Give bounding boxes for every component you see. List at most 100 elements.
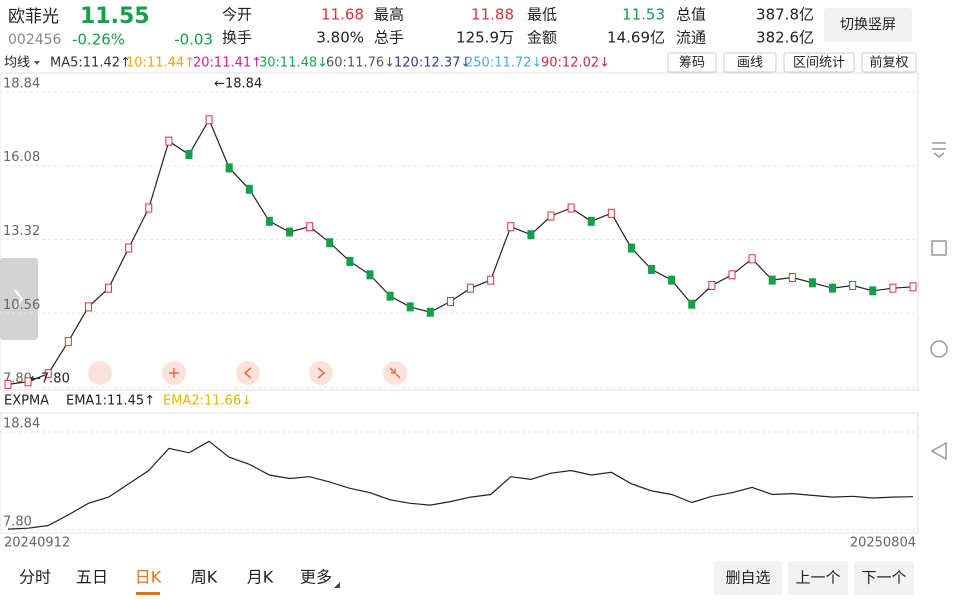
min-annotation: ←7.80	[30, 372, 70, 387]
period-tab[interactable]: 周K	[191, 568, 218, 587]
candle	[306, 222, 314, 232]
tool-button[interactable]	[667, 52, 717, 73]
action-button[interactable]	[788, 561, 848, 595]
period-tab[interactable]: 分时	[19, 568, 51, 587]
drawer-handle[interactable]	[0, 258, 38, 340]
nav-button[interactable]	[88, 361, 112, 385]
tool-button[interactable]	[783, 52, 855, 73]
quote-label: 金额	[527, 29, 557, 47]
rotate-button[interactable]	[824, 8, 912, 42]
candle	[788, 272, 796, 282]
candle	[24, 377, 32, 387]
period-tab[interactable]: 更多	[300, 568, 332, 587]
candle	[467, 283, 475, 293]
ma-item: 10:11.44↑	[126, 56, 195, 71]
square-icon[interactable]	[931, 240, 947, 256]
tool-button-label: 前复权	[869, 55, 908, 71]
y-tick-label: 18.84	[3, 76, 40, 91]
quote-label: 流通	[676, 29, 706, 47]
ma-item: MA5:11.42↑	[50, 56, 131, 71]
menu-icon[interactable]	[932, 142, 946, 158]
candle	[748, 254, 756, 264]
candle	[507, 222, 515, 232]
quote-label: 最低	[527, 6, 557, 24]
quote-label: 最高	[374, 6, 404, 24]
candle	[648, 264, 656, 274]
candle	[346, 256, 354, 266]
quote-label: 今开	[222, 6, 252, 24]
action-button[interactable]	[854, 561, 914, 595]
change-pct: -0.26%	[72, 31, 125, 49]
quote-value: 3.80%	[316, 29, 364, 47]
action-button-label: 下一个	[861, 569, 906, 587]
candle	[627, 243, 635, 253]
expma-item: EMA2:11.66↓	[163, 394, 252, 409]
candle	[889, 283, 897, 293]
rotate-button-label: 切换竖屏	[840, 16, 896, 33]
right-button[interactable]	[309, 361, 333, 385]
period-tab[interactable]: 日K	[135, 568, 162, 587]
price: 11.55	[80, 4, 150, 29]
sub-frame	[0, 412, 919, 534]
ma-item: 90:12.02↓	[541, 56, 610, 71]
candle	[487, 275, 495, 285]
candle	[326, 238, 334, 248]
home-icon[interactable]	[930, 340, 948, 358]
candle	[728, 270, 736, 280]
candle	[225, 163, 233, 173]
candle	[406, 302, 414, 312]
y-tick-label: 18.84	[3, 417, 40, 432]
tool-button[interactable]	[723, 52, 777, 73]
candle	[688, 299, 696, 309]
candle	[245, 184, 253, 194]
candle	[547, 211, 555, 221]
period-tab[interactable]: 月K	[247, 568, 274, 587]
candle	[125, 243, 133, 253]
action-button-label: 上一个	[795, 569, 840, 587]
back-icon[interactable]	[930, 441, 947, 461]
quote-value: 11.88	[471, 6, 514, 24]
nav-buttons	[88, 361, 407, 385]
candle	[446, 297, 454, 307]
start-date: 20240912	[4, 536, 70, 551]
left-button[interactable]	[236, 361, 260, 385]
ma-item: 60:11.76↓	[326, 56, 395, 71]
candle	[4, 379, 12, 389]
ma-item: 250:11.72↓	[465, 56, 542, 71]
candle	[829, 283, 837, 293]
candle	[105, 283, 113, 293]
end-date: 20250804	[850, 536, 916, 551]
y-tick-label: 13.32	[3, 224, 40, 239]
y-tick-label: 16.08	[3, 150, 40, 165]
candle	[205, 115, 213, 125]
stock-code: 002456	[8, 32, 62, 48]
plus-icon	[169, 368, 179, 378]
tool-button-label: 区间统计	[793, 56, 845, 71]
candle	[587, 216, 595, 226]
quote-label: 总值	[676, 6, 706, 24]
quote-value: 11.53	[622, 6, 665, 24]
expma-item: EMA1:11.45↑	[66, 394, 155, 409]
tool-button[interactable]	[861, 52, 917, 73]
period-tab[interactable]: 五日	[76, 568, 108, 587]
candle	[708, 280, 716, 290]
candle	[808, 278, 816, 288]
action-button[interactable]	[714, 561, 782, 595]
y-tick-label: 7.80	[3, 514, 32, 529]
candle	[567, 203, 575, 213]
quote-value: 11.68	[321, 6, 364, 24]
expma-item: EXPMA	[4, 394, 49, 409]
quote-label: 换手	[222, 29, 252, 47]
quote-value: 387.8亿	[756, 6, 814, 24]
action-button-label: 删自选	[725, 569, 770, 587]
candle	[668, 275, 676, 285]
candle	[869, 286, 877, 296]
shrink-icon	[389, 367, 401, 379]
candle	[909, 282, 917, 292]
drawer-arrow	[14, 289, 24, 309]
ma-mode[interactable]: 均线	[4, 56, 30, 71]
candle	[44, 369, 52, 379]
